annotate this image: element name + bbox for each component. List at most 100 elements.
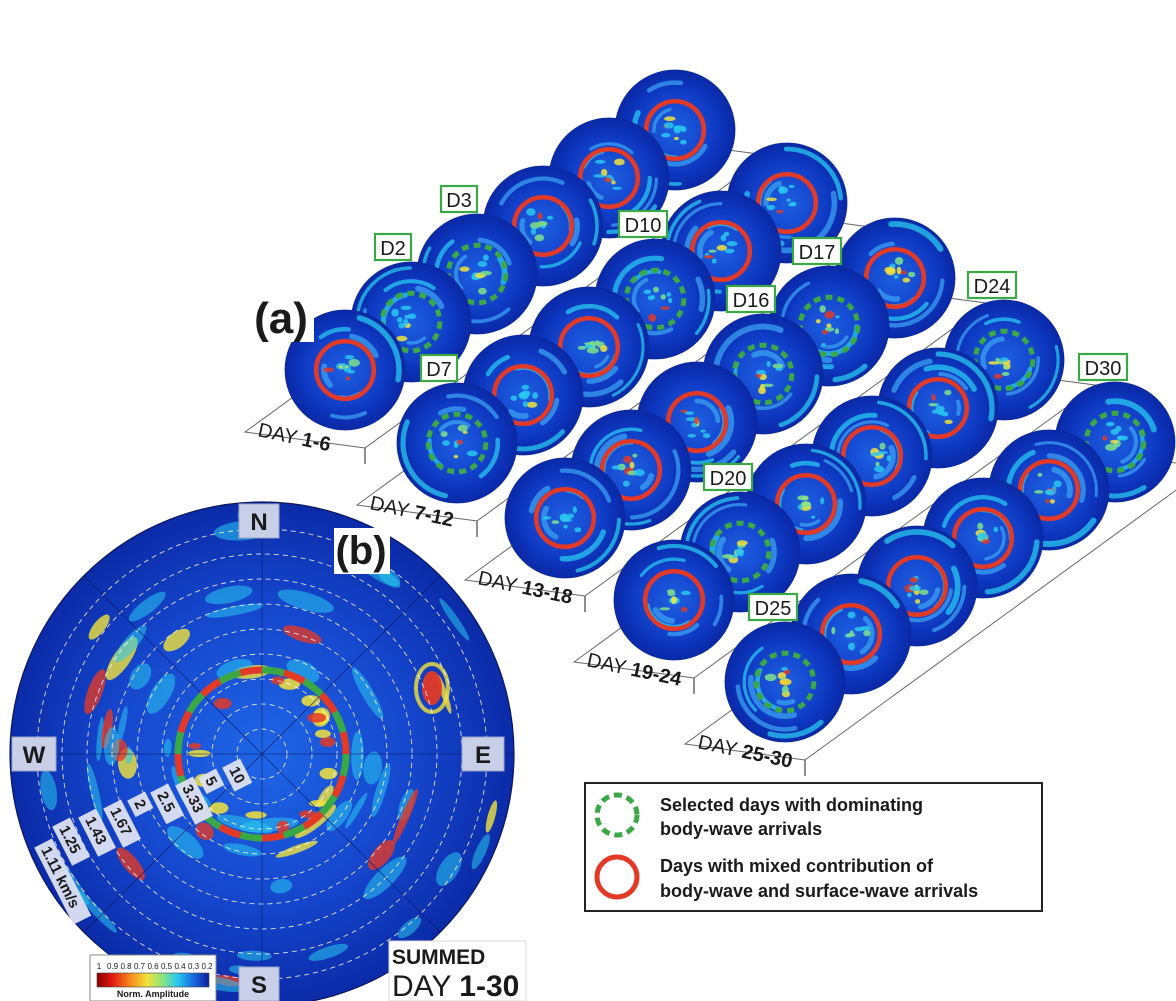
summed-title: SUMMED (392, 946, 485, 969)
colorbar-ticks: 1 0.9 0.8 0.7 0.6 0.5 0.4 0.3 0.2 (97, 962, 213, 971)
compass-south: S (238, 966, 280, 1001)
velocity-label: 2 (127, 791, 154, 818)
panel-b-label: (b) (335, 529, 386, 573)
red-marker-circle (643, 98, 707, 162)
colorbar-tick: 1 (97, 962, 102, 971)
colorbar-tick: 0.8 (120, 962, 132, 971)
daily-disk (504, 457, 626, 579)
red-marker-circle (774, 472, 838, 536)
day-tag: D2 (373, 232, 413, 262)
daily-disks (284, 69, 1176, 743)
daily-disk (284, 309, 406, 431)
panel-a-label: (a) (254, 294, 308, 343)
red-marker-circle (951, 506, 1015, 570)
svg-text:10: 10 (225, 764, 248, 787)
mixed-marker-ring-segment (239, 831, 263, 842)
red-marker-circle (906, 376, 970, 440)
mixed-marker-ring-segment (331, 710, 347, 734)
red-marker-circle (840, 424, 904, 488)
red-marker-circle (491, 363, 555, 427)
red-marker-circle (689, 219, 753, 283)
day-tag: D17 (791, 236, 843, 266)
green-marker-circle (797, 294, 861, 358)
colorbar-gradient (96, 972, 210, 988)
mixed-marker-ring-segment (174, 753, 185, 777)
mixed-marker-ring-segment (218, 823, 242, 839)
mixed-marker-ring-segment (339, 731, 350, 755)
daily-disk (922, 477, 1044, 599)
panel-a-label-box: (a) (248, 292, 314, 343)
compass-north: N (238, 503, 280, 539)
colorbar-label: Norm. Amplitude (117, 989, 189, 999)
green-marker-circle (1083, 410, 1147, 474)
velocity-label: 10 (222, 758, 253, 792)
mixed-marker-ring-segment (177, 710, 193, 734)
legend-red-text-2: body-wave and surface-wave arrivals (660, 881, 978, 901)
svg-text:E: E (475, 742, 491, 769)
colorbar-tick: 0.7 (134, 962, 146, 971)
day-tag: D24 (966, 270, 1018, 300)
colorbar-tick: 0.4 (174, 962, 186, 971)
day-tag: D10 (617, 209, 669, 239)
red-circle-icon (594, 854, 640, 900)
daily-disk (396, 382, 518, 504)
legend: Selected days with dominating body-wave … (584, 782, 1043, 912)
day-tag: D20 (702, 462, 754, 492)
mixed-marker-ring-segment (318, 692, 338, 714)
day-tag: D25 (747, 592, 799, 622)
summed-days: DAY 1-30 (392, 970, 519, 1001)
mixed-marker-ring-segment (339, 753, 350, 777)
svg-text:D16: D16 (733, 290, 770, 312)
mixed-marker-ring-segment (282, 669, 306, 685)
summed-caption: SUMMED DAY 1-30 (388, 940, 527, 1001)
svg-text:N: N (250, 509, 267, 536)
svg-text:D2: D2 (380, 238, 406, 260)
legend-green-text-2: body-wave arrivals (660, 819, 822, 839)
green-marker-circle (379, 290, 443, 354)
svg-text:D17: D17 (799, 242, 836, 264)
day-tag: D3 (439, 184, 479, 214)
day-tag: D16 (725, 284, 777, 314)
green-marker-circle (972, 328, 1036, 392)
mixed-marker-ring-segment (302, 810, 324, 830)
mixed-marker-ring-segment (302, 678, 324, 698)
svg-text:D3: D3 (446, 190, 472, 212)
svg-text:S: S (251, 972, 267, 999)
mixed-marker-ring-segment (282, 823, 306, 839)
mixed-marker-ring-segment (174, 731, 185, 755)
svg-text:D25: D25 (755, 598, 792, 620)
colorbar-tick: 0.9 (107, 962, 119, 971)
svg-text:D10: D10 (625, 215, 662, 237)
svg-text:D24: D24 (974, 276, 1011, 298)
mixed-marker-ring-segment (218, 669, 242, 685)
red-marker-circle (863, 246, 927, 310)
red-marker-circle (819, 602, 883, 666)
azimuth-line (83, 575, 441, 933)
daily-disk (724, 621, 846, 743)
red-marker-circle (885, 554, 949, 618)
green-marker-circle (753, 650, 817, 714)
svg-text:W: W (23, 742, 46, 769)
day-tag: D7 (419, 353, 459, 383)
red-marker-circle (642, 568, 706, 632)
mixed-marker-ring-segment (186, 692, 206, 714)
colorbar-tick: 0.3 (188, 962, 200, 971)
mixed-marker-ring-segment (318, 794, 338, 816)
red-marker-circle (1017, 458, 1081, 522)
green-marker-circle (731, 342, 795, 406)
colorbar-tick: 0.2 (201, 962, 213, 971)
svg-text:D20: D20 (710, 468, 747, 490)
mixed-marker-ring-segment (331, 774, 347, 798)
legend-red-text-1: Days with mixed contribution of (660, 856, 934, 876)
red-marker-circle (511, 194, 575, 258)
svg-text:D7: D7 (426, 359, 452, 381)
compass-east: E (461, 736, 505, 772)
red-marker-circle (533, 486, 597, 550)
panel-b-label-box: (b) (334, 528, 390, 574)
red-marker-circle (599, 438, 663, 502)
red-marker-circle (313, 338, 377, 402)
colorbar-tick: 0.6 (147, 962, 159, 971)
day-tags: D24 D30 D17 D10 D16 D3 D2 D20 D7 D25 (373, 184, 1129, 622)
colorbar: 1 0.9 0.8 0.7 0.6 0.5 0.4 0.3 0.2 Norm. Amplitud… (89, 954, 217, 1001)
